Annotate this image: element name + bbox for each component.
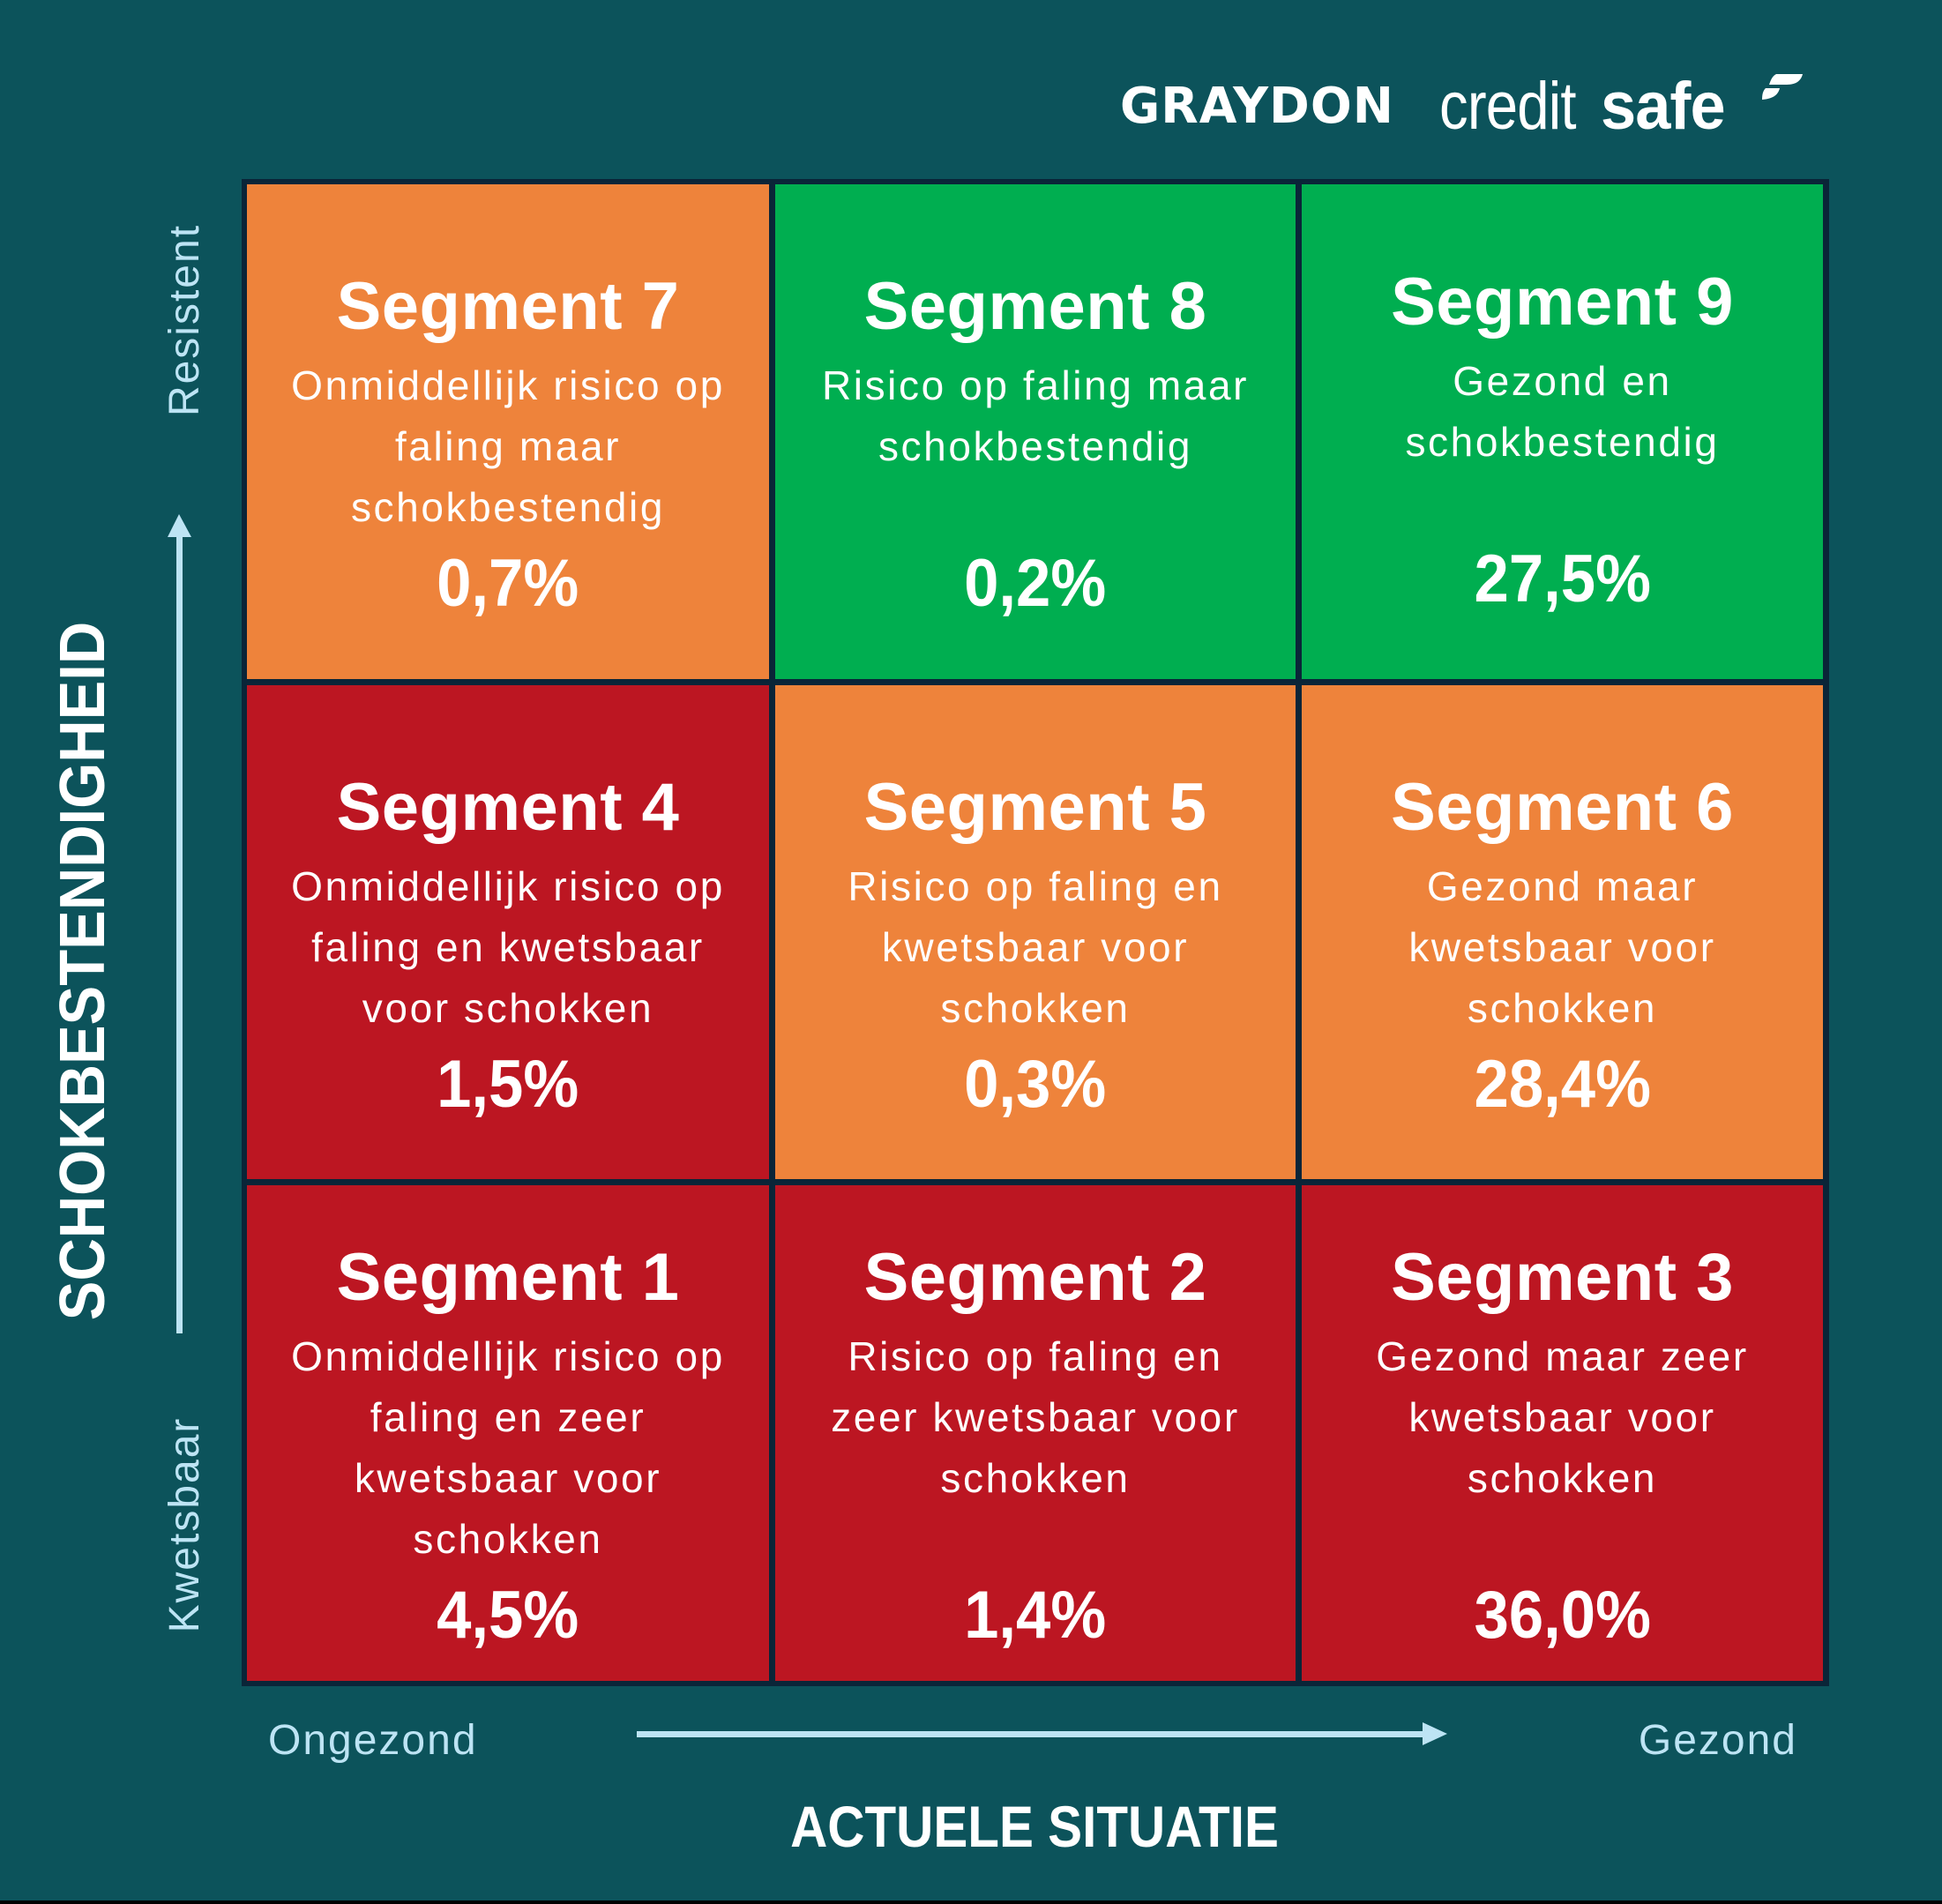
segment-description-line: Onmiddellijk risico op — [291, 1333, 725, 1379]
segment-percentage: 1,4% — [964, 1578, 1107, 1653]
segment-description-line: faling en kwetsbaar — [311, 923, 705, 970]
segment-description-line: Risico op faling maar — [821, 362, 1250, 408]
segment-description: Risico op faling maar schokbestendig — [822, 355, 1249, 538]
segment-description-line: kwetsbaar voor — [881, 923, 1190, 970]
segment-percentage: 0,2% — [964, 546, 1107, 621]
segment-percentage: 4,5% — [437, 1578, 579, 1653]
segment-title: Segment 1 — [336, 1240, 680, 1315]
segment-description: Onmiddellijk risico op faling en kwetsba… — [291, 856, 725, 1039]
arrow-up-icon — [168, 514, 191, 1333]
x-axis-right-label: Gezond — [1638, 1717, 1797, 1764]
segment-description-line: Gezond en — [1453, 358, 1672, 404]
segment-description: Onmiddellijk risico op faling maar schok… — [291, 355, 725, 538]
segment-description-line: kwetsbaar voor — [354, 1455, 662, 1501]
segment-6-cell: Segment 6 Gezond maar kwetsbaar voor sch… — [1302, 685, 1823, 1179]
leaf-icon — [1762, 74, 1803, 100]
segment-description-line: schokbestendig — [350, 484, 666, 530]
segment-percentage: 36,0% — [1474, 1578, 1651, 1653]
segment-description-line: faling maar — [394, 423, 622, 469]
segment-4-cell: Segment 4 Onmiddellijk risico op faling … — [247, 685, 769, 1179]
segment-2-cell: Segment 2 Risico op faling en zeer kwets… — [775, 1185, 1296, 1681]
segment-description-line — [1405, 473, 1719, 534]
segment-title: Segment 7 — [336, 269, 680, 344]
segment-percentage: 0,3% — [964, 1046, 1107, 1122]
y-axis-top-label: Resistent — [161, 223, 208, 417]
segment-description-line — [822, 477, 1249, 538]
segment-description: Onmiddellijk risico op faling en zeer kw… — [291, 1326, 725, 1570]
logo-graydon: GRAYDON — [1120, 78, 1394, 135]
y-axis-title: SCHOKBESTENDIGHEID — [48, 595, 118, 1347]
bottom-edge-strip — [0, 1900, 1942, 1904]
segment-description-line: voor schokken — [362, 984, 654, 1031]
segment-description: Risico op faling en kwetsbaar voor schok… — [848, 856, 1222, 1039]
segment-description-line: schokbestendig — [878, 423, 1193, 469]
segment-description-line: kwetsbaar voor — [1408, 1394, 1716, 1440]
segment-9-cell: Segment 9 Gezond en schokbestendig 27,5% — [1302, 184, 1823, 679]
segment-description: Gezond en schokbestendig — [1405, 351, 1719, 534]
segment-percentage: 1,5% — [437, 1046, 579, 1122]
segment-description-line: zeer kwetsbaar voor — [831, 1394, 1240, 1440]
segment-description-line: Gezond maar — [1426, 862, 1699, 909]
segment-description-line: schokken — [413, 1516, 603, 1562]
segment-percentage: 28,4% — [1474, 1046, 1651, 1122]
segment-description-line: schokken — [1467, 984, 1658, 1031]
segment-description-line: Onmiddellijk risico op — [291, 362, 725, 408]
segment-description: Risico op faling en zeer kwetsbaar voor … — [831, 1326, 1240, 1570]
x-axis-title: ACTUELE SITUATIE — [758, 1797, 1311, 1855]
segment-description-line: faling en zeer — [370, 1394, 646, 1440]
segment-title: Segment 8 — [863, 269, 1207, 344]
segment-description-line: schokken — [940, 1455, 1131, 1501]
logo-safe: safe — [1601, 69, 1726, 144]
segment-title: Segment 4 — [336, 769, 680, 845]
segment-description: Gezond maar kwetsbaar voor schokken — [1408, 856, 1715, 1039]
segment-description-line: Risico op faling en — [848, 862, 1223, 909]
segment-8-cell: Segment 8 Risico op faling maar schokbes… — [775, 184, 1296, 679]
x-axis-title-text: ACTUELE SITUATIE — [790, 1794, 1279, 1859]
segment-title: Segment 5 — [863, 769, 1207, 845]
segment-7-cell: Segment 7 Onmiddellijk risico op faling … — [247, 184, 769, 679]
arrow-right-icon — [637, 1722, 1447, 1745]
segment-description-line — [831, 1509, 1240, 1570]
segment-title: Segment 6 — [1391, 769, 1734, 845]
segment-description-line: schokbestendig — [1405, 419, 1720, 465]
segment-description-line: kwetsbaar voor — [1408, 923, 1716, 970]
segment-description: Gezond maar zeer kwetsbaar voor schokken — [1376, 1326, 1749, 1570]
segment-matrix: Segment 7 Onmiddellijk risico op faling … — [242, 179, 1829, 1686]
segment-description-line: Risico op faling en — [848, 1333, 1223, 1379]
x-axis-left-label: Ongezond — [268, 1717, 478, 1764]
segment-description-line: schokken — [1467, 1455, 1658, 1501]
segment-description-line — [1376, 1509, 1749, 1570]
segment-title: Segment 2 — [863, 1240, 1207, 1315]
segment-description-line: Onmiddellijk risico op — [291, 862, 725, 909]
segment-3-cell: Segment 3 Gezond maar zeer kwetsbaar voo… — [1302, 1185, 1823, 1681]
segment-title: Segment 9 — [1391, 265, 1734, 340]
segment-description-line: schokken — [940, 984, 1131, 1031]
segment-description-line: Gezond maar zeer — [1376, 1333, 1749, 1379]
y-axis-bottom-label: Kwetsbaar — [161, 1416, 208, 1633]
logo-credit: credit — [1439, 69, 1577, 144]
y-axis-title-text: SCHOKBESTENDIGHEID — [48, 621, 118, 1321]
segment-percentage: 27,5% — [1474, 541, 1651, 616]
segment-title: Segment 3 — [1391, 1240, 1734, 1315]
segment-5-cell: Segment 5 Risico op faling en kwetsbaar … — [775, 685, 1296, 1179]
segment-percentage: 0,7% — [437, 546, 579, 621]
segment-1-cell: Segment 1 Onmiddellijk risico op faling … — [247, 1185, 769, 1681]
